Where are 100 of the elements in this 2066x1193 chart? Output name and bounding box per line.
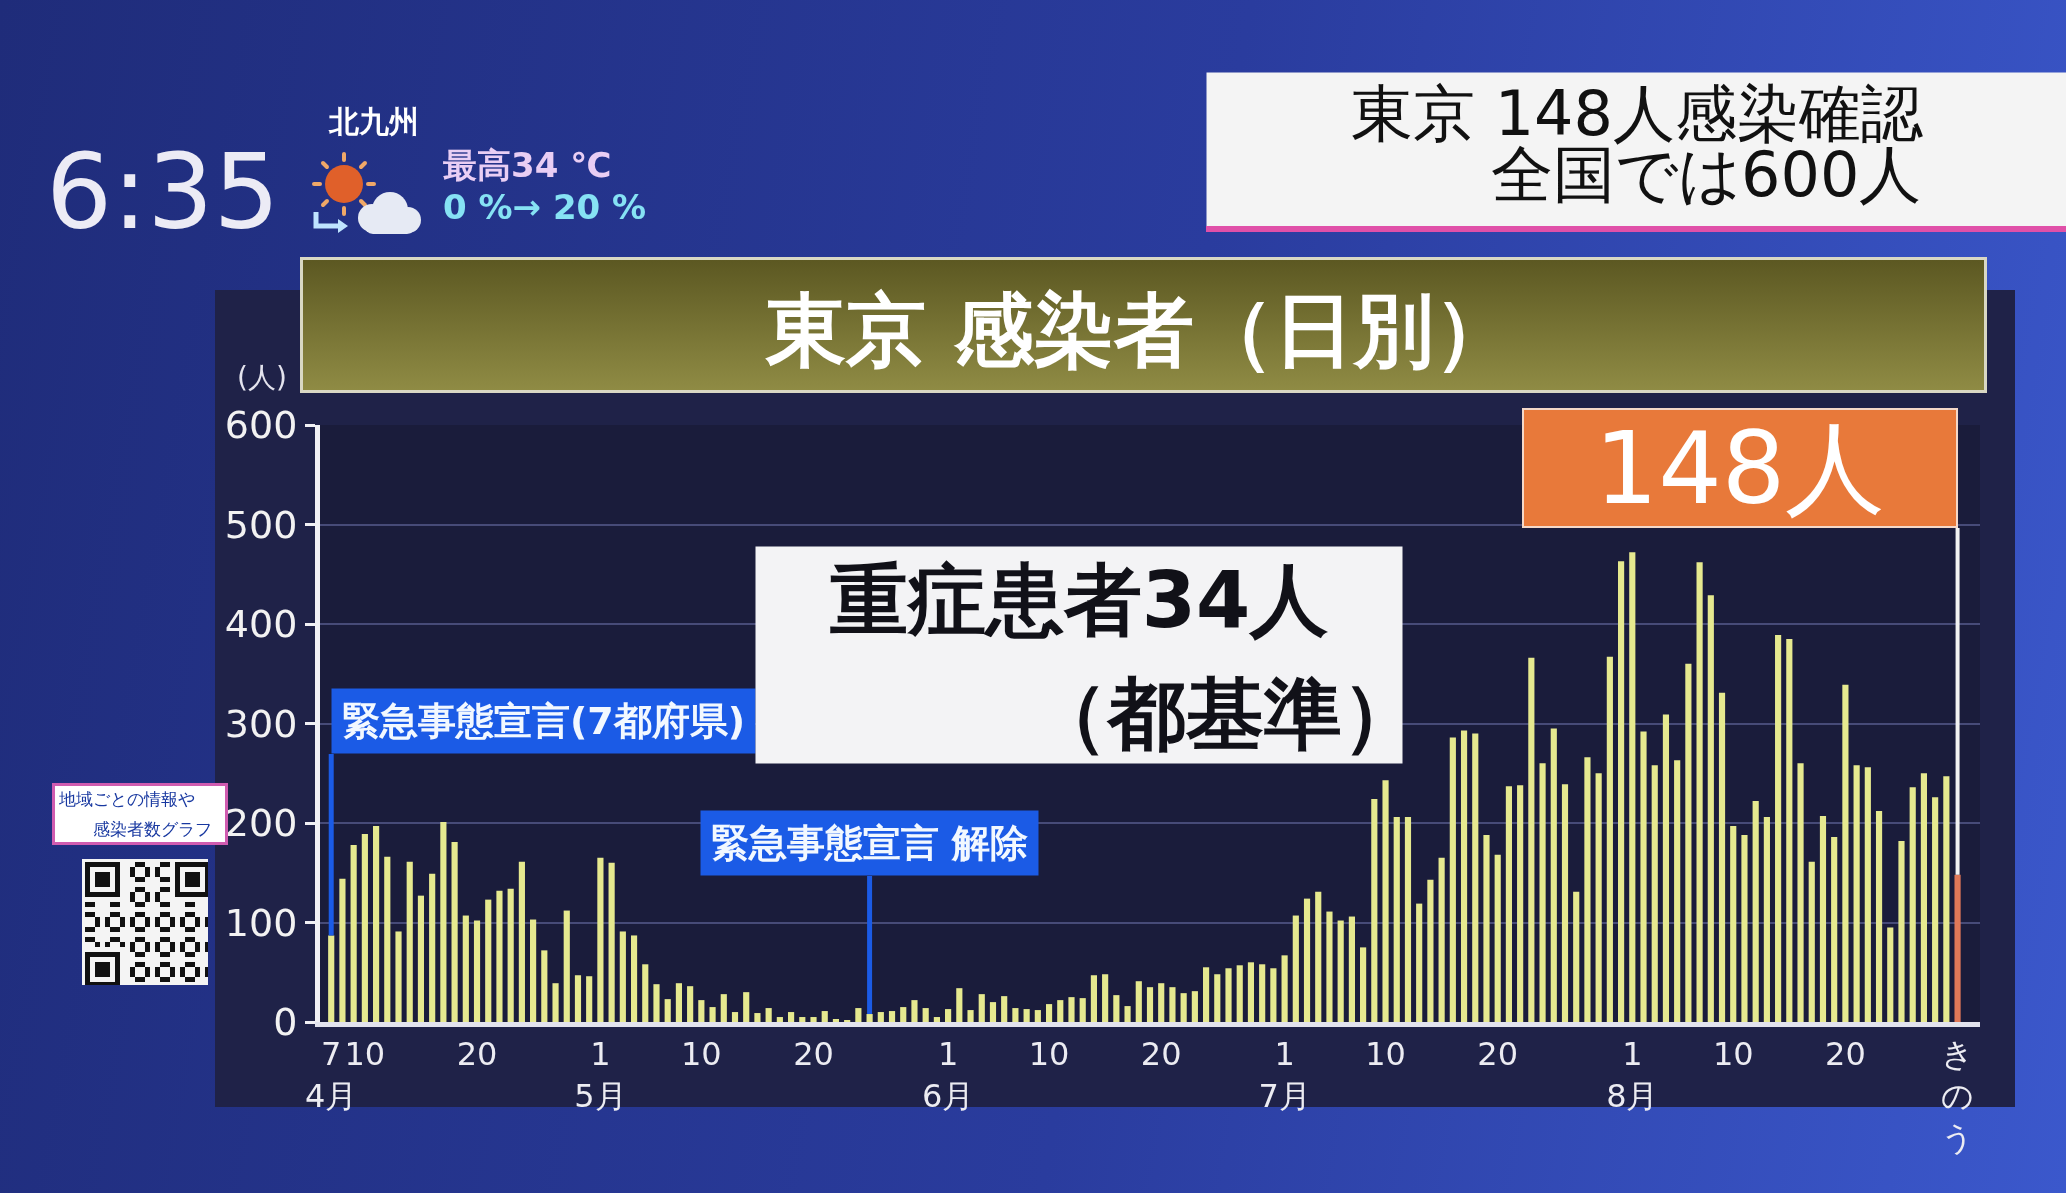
bar xyxy=(642,964,649,1022)
bar xyxy=(1247,962,1255,1022)
bar xyxy=(1034,1010,1041,1022)
bar xyxy=(1113,995,1120,1022)
bar xyxy=(1315,891,1322,1022)
bar xyxy=(518,861,525,1022)
bar xyxy=(350,844,357,1022)
bar xyxy=(1057,1000,1064,1022)
chart-title: 東京 感染者（日別） xyxy=(765,284,1514,377)
bar xyxy=(1730,825,1737,1022)
x-tick-label: 1 8月 xyxy=(1606,1035,1659,1115)
x-tick-label: きのう xyxy=(1941,1035,1975,1157)
text: 0 %→ 20 % xyxy=(443,187,647,227)
bar xyxy=(473,920,481,1022)
bar xyxy=(1550,728,1557,1022)
bar xyxy=(866,1014,873,1022)
bar xyxy=(765,1008,772,1022)
bar xyxy=(956,988,963,1022)
bar xyxy=(496,890,503,1022)
bar xyxy=(1887,927,1894,1022)
y-tick-label: 400 xyxy=(224,602,298,647)
bar xyxy=(417,895,425,1022)
bar xyxy=(1292,915,1299,1022)
text: 最高34 ℃ xyxy=(443,145,612,185)
bar xyxy=(1438,857,1445,1022)
bar xyxy=(608,862,615,1022)
bar xyxy=(1696,562,1703,1022)
bar xyxy=(485,899,492,1022)
bar xyxy=(1797,763,1804,1022)
bar xyxy=(373,825,380,1022)
bar xyxy=(1786,638,1793,1022)
bar xyxy=(743,992,750,1022)
y-tick-label: 100 xyxy=(224,900,298,945)
bar xyxy=(530,919,537,1022)
bar xyxy=(855,1008,862,1022)
bar xyxy=(989,1002,997,1022)
bar xyxy=(1831,836,1838,1022)
bar xyxy=(720,994,727,1022)
bar xyxy=(1472,733,1479,1022)
bar xyxy=(339,878,346,1022)
bar xyxy=(1382,780,1389,1022)
bar xyxy=(1270,968,1277,1022)
bar xyxy=(574,975,582,1022)
bar xyxy=(776,1017,783,1022)
bar xyxy=(1763,817,1770,1022)
bar xyxy=(1685,663,1692,1022)
y-tick-label: 200 xyxy=(224,801,298,846)
bar xyxy=(1259,964,1266,1022)
bar xyxy=(978,994,985,1022)
annotation: （都基準） xyxy=(1030,669,1420,759)
bar xyxy=(675,983,682,1022)
bar xyxy=(1427,879,1434,1022)
bar xyxy=(911,1000,918,1022)
bar xyxy=(1718,692,1726,1022)
bar xyxy=(653,984,660,1022)
bar xyxy=(361,833,368,1022)
bar xyxy=(1102,974,1109,1022)
bar xyxy=(586,976,593,1022)
bar xyxy=(788,1012,795,1022)
annotation: 重症患者34人 xyxy=(829,555,1329,645)
bar xyxy=(1348,916,1355,1022)
bar xyxy=(1875,811,1883,1022)
bar xyxy=(619,931,626,1022)
text: 北九州 xyxy=(328,104,419,139)
y-tick-label: 300 xyxy=(224,701,298,746)
text: 地域ごとの情報や xyxy=(58,789,195,809)
bar xyxy=(709,1007,716,1022)
bar xyxy=(1135,981,1142,1022)
bar xyxy=(1539,763,1546,1022)
bar xyxy=(1561,784,1569,1022)
x-tick-label: 20 xyxy=(1477,1035,1519,1074)
bar xyxy=(1460,730,1468,1022)
x-tick-label: 10 xyxy=(1365,1035,1406,1074)
bar xyxy=(1864,767,1871,1022)
bar xyxy=(1920,773,1927,1022)
bar xyxy=(1909,787,1916,1022)
bar xyxy=(1124,1006,1131,1022)
bar xyxy=(1819,816,1827,1022)
bar xyxy=(810,1017,817,1022)
bar xyxy=(1360,947,1367,1022)
bar xyxy=(1225,968,1232,1022)
bar xyxy=(799,1017,806,1022)
bar xyxy=(1158,983,1165,1022)
bar xyxy=(832,1019,840,1022)
bar xyxy=(1494,854,1501,1022)
y-tick-label: 600 xyxy=(224,403,298,448)
bar xyxy=(1741,834,1748,1022)
bar xyxy=(754,1013,761,1022)
bar xyxy=(1203,967,1210,1022)
bar xyxy=(731,1012,739,1022)
bar xyxy=(1449,737,1456,1022)
bar xyxy=(1775,634,1782,1022)
bar xyxy=(1640,731,1647,1022)
x-tick-label: 10 xyxy=(1712,1035,1754,1074)
bar xyxy=(1068,997,1075,1022)
bar xyxy=(1853,765,1860,1022)
text: 感染者数グラフ xyxy=(93,819,212,839)
bar xyxy=(967,1010,974,1022)
bar xyxy=(597,857,604,1022)
bar xyxy=(1001,996,1008,1022)
